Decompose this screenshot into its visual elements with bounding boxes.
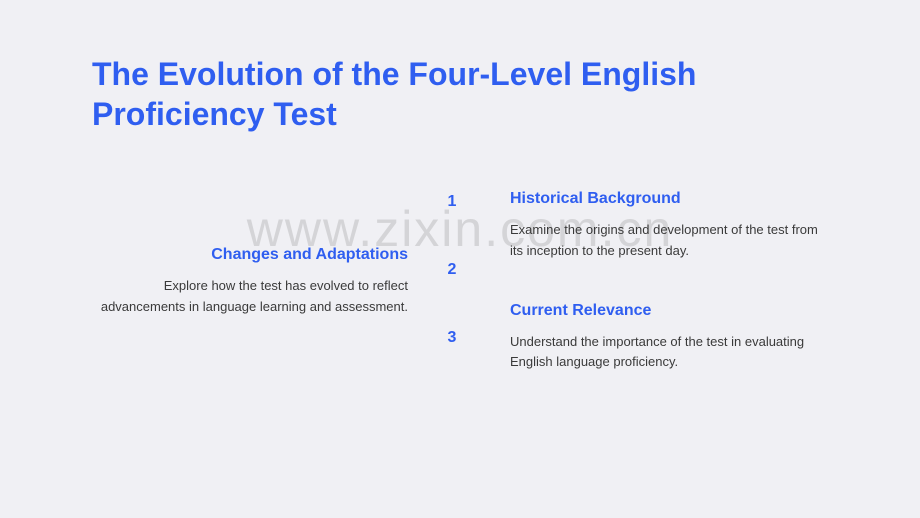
- section-changes: Changes and Adaptations Explore how the …: [92, 246, 408, 318]
- section-heading-relevance: Current Relevance: [510, 302, 832, 320]
- right-column: Historical Background Examine the origin…: [472, 190, 832, 373]
- section-heading-historical: Historical Background: [510, 190, 832, 208]
- section-body-changes: Explore how the test has evolved to refl…: [92, 276, 408, 318]
- section-body-relevance: Understand the importance of the test in…: [510, 332, 832, 374]
- section-heading-changes: Changes and Adaptations: [92, 246, 408, 264]
- number-column: 1 2 3: [432, 190, 472, 346]
- content-grid: Changes and Adaptations Explore how the …: [92, 190, 832, 373]
- number-1: 1: [448, 194, 457, 210]
- section-relevance: Current Relevance Understand the importa…: [510, 302, 832, 374]
- left-column: Changes and Adaptations Explore how the …: [92, 190, 432, 318]
- page-title: The Evolution of the Four-Level English …: [92, 54, 832, 134]
- section-body-historical: Examine the origins and development of t…: [510, 220, 832, 262]
- number-2: 2: [448, 262, 457, 278]
- number-3: 3: [448, 330, 457, 346]
- section-historical: Historical Background Examine the origin…: [510, 190, 832, 262]
